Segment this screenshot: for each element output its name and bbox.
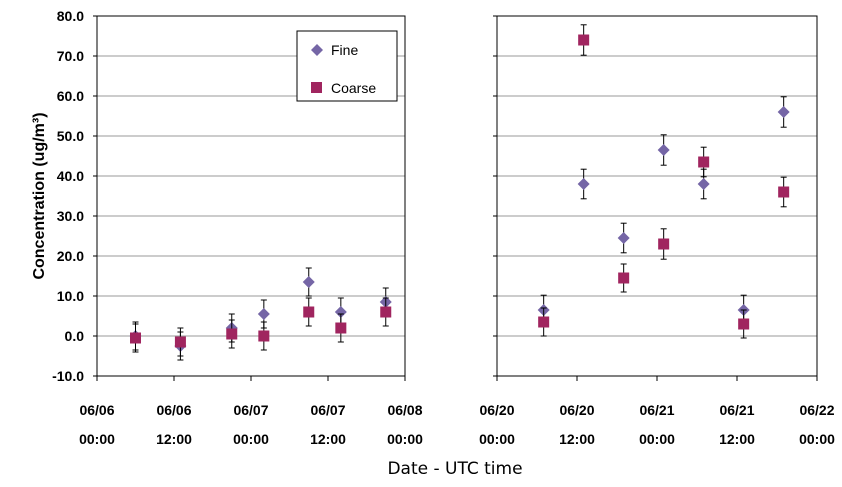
fine-point <box>577 178 590 190</box>
coarse-point <box>618 272 630 284</box>
y-tick-label: 40.0 <box>57 168 84 184</box>
x-tick-label-time: 12:00 <box>310 431 346 447</box>
fine-point <box>257 308 270 320</box>
fine-point <box>617 232 630 244</box>
x-tick-label-date: 06/08 <box>387 402 422 418</box>
legend-fine-marker <box>311 44 323 56</box>
coarse-point <box>738 318 750 330</box>
y-tick-label: 10.0 <box>57 288 84 304</box>
coarse-point <box>658 238 670 250</box>
y-tick-label: 0.0 <box>65 328 85 344</box>
y-tick-label: -10.0 <box>52 368 84 384</box>
left-panel: 06/06 00:00 06/06 12:00 06/07 00:00 06/07 12:00… <box>79 15 423 447</box>
x-tick-label-date: 06/07 <box>233 402 268 418</box>
y-tick-label: 60.0 <box>57 88 84 104</box>
coarse-point <box>698 156 710 168</box>
fine-point <box>777 106 790 118</box>
coarse-point <box>335 322 347 334</box>
y-tick-label: 30.0 <box>57 208 84 224</box>
x-axis-title: Date - UTC time <box>387 459 522 479</box>
coarse-point <box>226 328 238 340</box>
x-tick-label-time: 00:00 <box>799 431 835 447</box>
coarse-point <box>174 336 186 348</box>
fine-point <box>302 276 315 288</box>
x-tick-label-time: 00:00 <box>79 431 115 447</box>
x-tick-label-date: 06/06 <box>156 402 191 418</box>
fine-point <box>697 178 710 190</box>
coarse-point <box>578 34 590 46</box>
y-tick-label: 50.0 <box>57 128 84 144</box>
x-tick-label-time: 00:00 <box>639 431 675 447</box>
legend-coarse-label: Coarse <box>331 80 376 96</box>
y-tick-label: 20.0 <box>57 248 84 264</box>
y-axis: 80.0 70.0 60.0 50.0 40.0 30.0 20.0 10.0 0.0 -10.0 <box>52 8 84 384</box>
fine-point <box>334 306 347 318</box>
y-tick-label: 80.0 <box>57 8 84 24</box>
x-tick-label-date: 06/22 <box>799 402 834 418</box>
coarse-point <box>130 332 141 344</box>
x-tick-label-time: 12:00 <box>156 431 192 447</box>
x-tick-label-date: 06/20 <box>479 402 514 418</box>
x-tick-label-date: 06/20 <box>559 402 594 418</box>
legend: Fine Coarse <box>296 30 398 102</box>
coarse-point <box>258 330 270 342</box>
x-tick-label-date: 06/07 <box>310 402 345 418</box>
x-tick-label-time: 12:00 <box>719 431 755 447</box>
right-panel: 06/20 00:00 06/20 12:00 06/21 00:00 06/21 12:00… <box>479 15 835 447</box>
x-tick-label-time: 00:00 <box>233 431 269 447</box>
coarse-point <box>303 306 315 318</box>
legend-coarse-marker <box>311 82 322 93</box>
x-tick-label-date: 06/06 <box>79 402 114 418</box>
x-tick-label-time: 00:00 <box>387 431 423 447</box>
coarse-point <box>380 306 392 318</box>
x-tick-label-time: 12:00 <box>559 431 595 447</box>
x-tick-label-date: 06/21 <box>639 402 674 418</box>
legend-fine-label: Fine <box>331 42 358 58</box>
x-tick-label-time: 00:00 <box>479 431 515 447</box>
y-axis-title: Concentration (ug/m³) <box>31 112 48 279</box>
coarse-point <box>538 316 550 328</box>
y-tick-label: 70.0 <box>57 48 84 64</box>
coarse-point <box>778 186 790 198</box>
x-tick-label-date: 06/21 <box>719 402 754 418</box>
fine-point <box>657 144 670 156</box>
legend-box <box>296 30 398 102</box>
